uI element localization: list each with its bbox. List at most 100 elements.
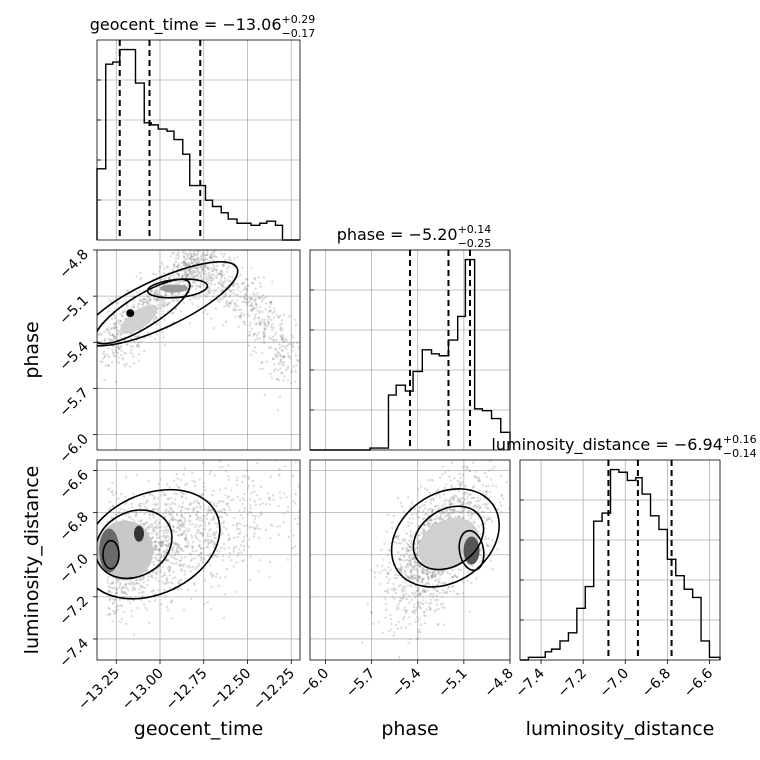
- panel-luminosity_distance-vs-geocent_time-point-1300: [184, 536, 188, 539]
- panel-luminosity_distance-vs-geocent_time-point-767: [190, 536, 194, 539]
- panel-phase-vs-geocent_time-point-836: [123, 309, 127, 313]
- panel-luminosity_distance-vs-geocent_time-point-1344: [111, 597, 114, 601]
- panel-luminosity_distance-vs-phase-point-1452: [442, 591, 445, 594]
- panel-luminosity_distance-vs-geocent_time-point-2: [166, 559, 169, 563]
- y-axis-luminosity_distance-tick-label-2: −7.0: [56, 551, 91, 586]
- panel-luminosity_distance-vs-geocent_time-point-764: [167, 520, 171, 523]
- panel-phase-vs-geocent_time-point-1139: [148, 300, 152, 303]
- panel-phase-vs-geocent_time-point-488: [198, 271, 201, 274]
- panel-phase-vs-geocent_time-point-1156: [237, 286, 240, 289]
- panel-luminosity_distance-vs-phase-point-1494: [377, 620, 380, 624]
- panel-luminosity_distance-vs-geocent_time-point-1267: [152, 514, 155, 517]
- panel-phase-vs-geocent_time-point-952: [205, 257, 209, 261]
- panel-luminosity_distance-vs-phase-point-482: [393, 540, 396, 544]
- panel-luminosity_distance-vs-phase-point-112: [417, 564, 421, 567]
- panel-luminosity_distance-vs-phase-point-525: [428, 518, 431, 522]
- panel-phase-vs-geocent_time-point-156: [294, 354, 298, 357]
- panel-luminosity_distance-vs-phase-point-193: [466, 466, 469, 470]
- panel-phase-vs-geocent_time-point-1343: [186, 284, 190, 287]
- panel-luminosity_distance-vs-geocent_time-point-665: [140, 584, 143, 588]
- panel-luminosity_distance-vs-geocent_time-point-443: [191, 540, 195, 544]
- panel-luminosity_distance-vs-phase-point-820: [414, 574, 418, 577]
- panel-phase-vs-geocent_time-point-1333: [213, 274, 216, 277]
- panel-luminosity_distance-vs-phase-point-78: [401, 546, 405, 550]
- panel-luminosity_distance-vs-geocent_time-point-1009: [153, 541, 156, 544]
- panel-luminosity_distance-vs-geocent_time-contour-0: [102, 539, 120, 570]
- panel-luminosity_distance-vs-phase-point-728: [436, 589, 439, 593]
- panel-phase-vs-geocent_time-point-18: [223, 295, 226, 298]
- panel-phase-vs-geocent_time-point-27: [116, 344, 119, 347]
- panel-luminosity_distance-vs-phase-point-899: [442, 570, 446, 573]
- panel-luminosity_distance-vs-phase-point-514: [417, 534, 421, 537]
- panel-luminosity_distance-vs-phase-point-639: [438, 496, 442, 499]
- panel-phase-vs-geocent_time-point-1287: [272, 339, 276, 342]
- panel-phase-vs-geocent_time-point-1180: [275, 353, 279, 356]
- panel-phase-vs-geocent_time-point-1384: [182, 260, 185, 264]
- panel-luminosity_distance-vs-phase-point-584: [389, 617, 393, 621]
- panel-luminosity_distance-vs-geocent_time-point-818: [150, 574, 154, 577]
- panel-phase-vs-geocent_time-point-922: [251, 307, 255, 311]
- panel-phase-vs-geocent_time-point-797: [195, 247, 197, 249]
- panel-phase-vs-geocent_time-point-303: [237, 325, 240, 328]
- panel-phase-vs-geocent_time-point-972: [177, 273, 180, 276]
- panel-phase-vs-geocent_time-point-827: [99, 360, 102, 363]
- panel-luminosity_distance-vs-phase-point-1433: [478, 479, 482, 483]
- panel-luminosity_distance-vs-phase-point-523: [416, 524, 420, 527]
- panel-luminosity_distance-vs-phase-point-821: [488, 490, 491, 494]
- panel-luminosity_distance-vs-phase-point-1274: [446, 590, 449, 594]
- panel-luminosity_distance-vs-geocent_time-point-262: [107, 589, 111, 593]
- panel-phase-vs-geocent_time-point-1369: [120, 353, 123, 356]
- panel-phase-vs-geocent_time-point-1202: [259, 368, 262, 371]
- panel-phase-vs-geocent_time-point-46: [245, 301, 249, 304]
- panel-luminosity_distance-vs-phase-contour-1: [412, 505, 485, 571]
- panel-phase-vs-geocent_time-point-399: [245, 294, 248, 298]
- panel-luminosity_distance-vs-phase-point-453: [430, 518, 433, 522]
- panel-luminosity_distance-vs-phase-point-773: [477, 478, 481, 481]
- panel-luminosity_distance-vs-geocent_time-point-189: [180, 478, 183, 482]
- panel-luminosity_distance-vs-geocent_time-point-769: [164, 509, 168, 512]
- panel-luminosity_distance-vs-geocent_time-point-610: [182, 523, 186, 526]
- panel-luminosity_distance-vs-phase-point-1049: [458, 485, 461, 489]
- panel-phase-vs-geocent_time-point-1067: [218, 281, 221, 285]
- x-axis-title-luminosity_distance: luminosity_distance: [526, 718, 715, 740]
- panel-luminosity_distance-vs-geocent_time-point-1392: [254, 503, 258, 507]
- panel-phase-vs-geocent_time-point-544: [187, 269, 190, 272]
- panel-luminosity_distance-vs-geocent_time-point-151: [182, 565, 185, 568]
- panel-luminosity_distance-vs-phase-point-59: [449, 496, 452, 500]
- panel-luminosity_distance-vs-geocent_time-point-733: [253, 490, 256, 494]
- panel-luminosity_distance-vs-geocent_time-point-1164: [128, 582, 131, 586]
- panel-luminosity_distance-vs-geocent_time-point-1150: [115, 588, 118, 591]
- panel-luminosity_distance-vs-phase-point-317: [405, 597, 409, 601]
- panel-luminosity_distance-vs-phase-point-1205: [438, 516, 441, 520]
- panel-phase-vs-geocent_time-point-640: [162, 298, 165, 302]
- panel-phase-vs-geocent_time-point-923: [188, 244, 190, 246]
- panel-phase-vs-geocent_time-point-1147: [204, 257, 207, 261]
- panel-luminosity_distance-vs-phase-point-882: [417, 594, 421, 597]
- panel-phase-vs-geocent_time-point-353: [253, 307, 256, 310]
- panel-luminosity_distance-vs-geocent_time-point-590: [106, 613, 109, 617]
- panel-phase-vs-geocent_time-point-925: [278, 395, 282, 399]
- panel-luminosity_distance-vs-geocent_time-point-451: [206, 508, 210, 512]
- panel-luminosity_distance-vs-phase-point-1273: [447, 469, 450, 472]
- panel-phase-vs-geocent_time-point-790: [275, 313, 279, 317]
- panel-phase-vs-geocent_time-point-1113: [260, 299, 264, 303]
- panel-luminosity_distance-vs-geocent_time-point-842: [245, 469, 249, 472]
- panel-luminosity_distance-vs-geocent_time-point-1080: [235, 483, 239, 486]
- panel-luminosity_distance-vs-geocent_time-point-872: [129, 596, 133, 599]
- panel-luminosity_distance-vs-geocent_time-point-1213: [170, 513, 174, 516]
- panel-luminosity_distance-vs-geocent_time-point-712: [143, 586, 147, 590]
- panel-luminosity_distance-vs-geocent_time-point-760: [117, 580, 120, 583]
- panel-luminosity_distance-vs-geocent_time-point-624: [158, 548, 161, 552]
- panel-phase-vs-geocent_time-point-1190: [107, 298, 111, 301]
- panel-phase-vs-geocent_time-point-685: [123, 363, 126, 366]
- panel-phase-vs-geocent_time-point-45: [269, 301, 272, 304]
- panel-luminosity_distance-vs-geocent_time-point-1085: [123, 592, 127, 595]
- panel-phase-vs-geocent_time-point-536: [230, 275, 234, 279]
- panel-phase-vs-geocent_time-point-638: [117, 356, 120, 360]
- panel-luminosity_distance-vs-geocent_time-point-1428: [164, 511, 167, 514]
- panel-luminosity_distance-vs-geocent_time-point-595: [287, 505, 290, 509]
- panel-luminosity_distance-vs-phase-point-817: [455, 576, 459, 579]
- panel-luminosity_distance-vs-phase-point-1056: [412, 533, 416, 537]
- panel-luminosity_distance-vs-geocent_time-point-132: [202, 508, 206, 511]
- panel-luminosity_distance-vs-geocent_time-point-1302: [166, 567, 169, 570]
